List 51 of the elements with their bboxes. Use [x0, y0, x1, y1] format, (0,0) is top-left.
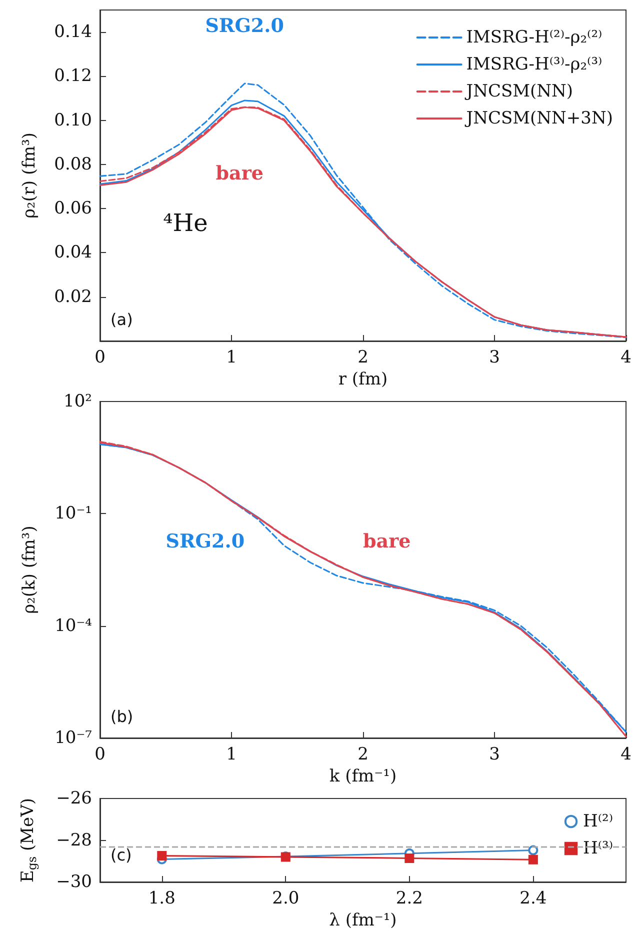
y-tick-label: 10² [64, 392, 92, 412]
x-tick-label: 2.4 [520, 888, 547, 908]
annotation: (b) [110, 706, 134, 726]
y-tick-label: 0.04 [54, 242, 92, 263]
y-tick-label: 0.06 [54, 198, 92, 219]
x-tick-label: 1.8 [148, 888, 176, 908]
x-tick-label: 1 [226, 744, 237, 764]
x-tick-label: 4 [620, 744, 632, 764]
point [404, 853, 414, 863]
x-tick-label: 0 [94, 744, 106, 764]
y-tick-label: −28 [56, 830, 92, 850]
annotation: bare [216, 162, 264, 185]
x-tick-label: 3 [489, 348, 500, 368]
legend-label: JNCSM(NN) [464, 82, 574, 102]
legend-label: IMSRG-H⁽²⁾-ρ₂⁽²⁾ [466, 28, 602, 48]
annotation: bare [363, 530, 411, 552]
x-axis-title: r (fm) [338, 370, 388, 390]
y-axis-title: Egs (MeV) [18, 798, 39, 883]
y-axis-title: ρ₂(k) (fm³) [20, 526, 40, 614]
legend-label: JNCSM(NN+3N) [464, 108, 614, 128]
x-tick-label: 2.0 [272, 888, 300, 908]
y-axis-title: ρ₂(r) (fm³) [20, 132, 40, 219]
x-axis-title: k (fm⁻¹) [329, 766, 397, 786]
y-tick-label: 0.14 [54, 22, 92, 42]
x-axis-title: λ (fm⁻¹) [329, 910, 397, 930]
x-tick-label: 1 [226, 348, 237, 368]
y-tick-label: 10⁻⁴ [54, 616, 92, 636]
y-tick-label: 0.10 [54, 110, 92, 130]
y-tick-label: 0.12 [54, 66, 92, 86]
annotation: ⁴He [163, 209, 208, 237]
x-tick-label: 2.2 [396, 888, 423, 908]
x-tick-label: 2 [358, 744, 368, 764]
legend-label: IMSRG-H⁽³⁾-ρ₂⁽³⁾ [466, 54, 602, 74]
annotation: (c) [110, 845, 132, 864]
y-tick-label: 10⁻⁷ [54, 728, 92, 748]
y-tick-label: 10⁻¹ [54, 504, 92, 524]
annotation: SRG2.0 [205, 15, 284, 38]
x-tick-label: 3 [489, 744, 500, 764]
x-tick-label: 4 [620, 348, 632, 368]
point [528, 845, 538, 856]
point [528, 854, 538, 864]
y-tick-label: −26 [56, 788, 92, 808]
point [157, 850, 167, 860]
x-tick-label: 2 [358, 348, 368, 368]
x-tick-label: 0 [94, 348, 106, 368]
y-tick-label: 0.02 [54, 286, 92, 307]
y-tick-label: −30 [56, 872, 92, 892]
legend-label: H⁽²⁾ [583, 812, 614, 832]
annotation: (a) [110, 310, 133, 329]
annotation: SRG2.0 [166, 530, 245, 552]
y-tick-label: 0.08 [54, 154, 92, 174]
